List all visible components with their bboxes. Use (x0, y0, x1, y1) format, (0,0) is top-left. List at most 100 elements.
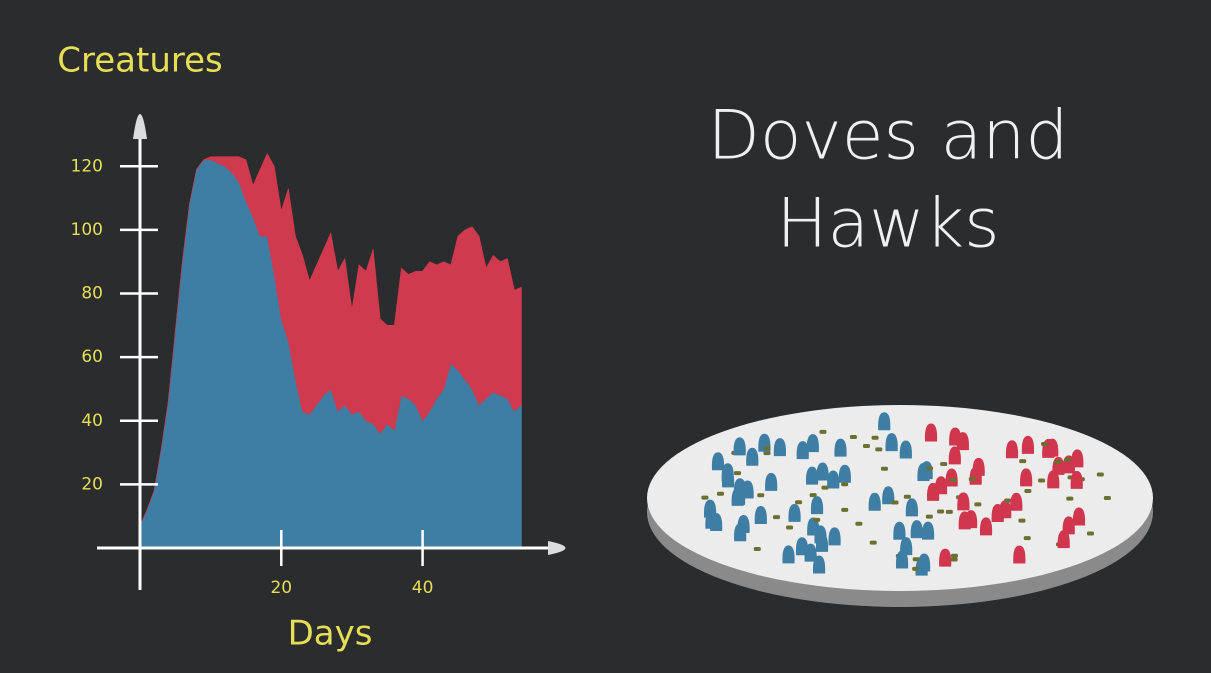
creature (1005, 440, 1019, 459)
creature (934, 476, 948, 495)
creature (918, 553, 931, 572)
creature (964, 510, 978, 529)
creature (885, 433, 898, 452)
creature (924, 423, 938, 442)
creature (1047, 470, 1060, 489)
creature (1062, 516, 1075, 535)
y-tick-label: 40 (81, 411, 103, 431)
food (1096, 472, 1104, 477)
creature (838, 464, 851, 483)
area (139, 152, 522, 526)
creature (834, 438, 847, 457)
food (855, 521, 863, 526)
creature (1013, 545, 1026, 564)
food (891, 500, 899, 505)
creature (991, 504, 1004, 523)
food (1023, 536, 1031, 541)
food (1018, 518, 1026, 523)
food (786, 525, 794, 530)
creature (796, 441, 809, 460)
creature (816, 462, 829, 481)
food (869, 540, 877, 545)
creature (979, 517, 993, 536)
creature (900, 537, 913, 556)
creature (1072, 507, 1086, 526)
y-tick-label: 60 (81, 347, 103, 367)
food (937, 509, 945, 514)
food (809, 493, 817, 498)
creature (905, 498, 919, 517)
creature (810, 496, 824, 515)
creature (957, 492, 970, 511)
food (819, 429, 827, 434)
food (821, 485, 829, 490)
creature (882, 486, 895, 505)
creature (878, 412, 891, 431)
x-axis-title: Days (288, 614, 373, 654)
creature (746, 447, 759, 466)
y-tick-label: 120 (71, 156, 103, 176)
y-axis-arrow (133, 114, 147, 139)
food (1004, 498, 1012, 503)
creature (972, 457, 985, 476)
creature (1070, 470, 1083, 489)
creature (827, 470, 840, 489)
x-tick-label: 40 (412, 578, 434, 598)
creature (812, 555, 826, 574)
food (716, 491, 724, 496)
creature (734, 523, 747, 542)
creature (721, 463, 734, 482)
creature (921, 521, 935, 540)
food (1024, 488, 1032, 493)
creature (948, 446, 961, 465)
creature (939, 548, 952, 567)
creature (795, 537, 809, 556)
food (940, 461, 948, 466)
food (841, 482, 849, 487)
food (795, 500, 803, 505)
food (841, 507, 849, 512)
y-tick-label: 80 (81, 284, 103, 304)
food (974, 502, 982, 507)
food (950, 557, 958, 562)
creature (956, 432, 970, 451)
food (880, 466, 888, 471)
creature (893, 521, 906, 540)
food (813, 517, 821, 522)
food (1086, 531, 1094, 536)
food (734, 471, 742, 476)
food (871, 435, 879, 440)
food (757, 493, 765, 498)
title-line: Hawks (776, 185, 999, 264)
food (862, 443, 870, 448)
creature (703, 499, 717, 518)
food (912, 566, 920, 571)
creature (1021, 435, 1035, 454)
food (1054, 459, 1062, 464)
food (925, 514, 933, 519)
creature (782, 545, 795, 564)
food (950, 553, 958, 558)
creature (773, 438, 787, 457)
y-axis-title: Creatures (57, 41, 222, 81)
creature (788, 503, 801, 522)
food (903, 494, 911, 499)
y-tick-label: 100 (71, 220, 103, 240)
creature (806, 434, 819, 453)
creature (711, 452, 725, 471)
x-axis-arrow (548, 541, 566, 555)
food (1066, 496, 1074, 501)
food (1064, 457, 1072, 462)
x-tick-label: 20 (270, 578, 292, 598)
food (875, 447, 883, 452)
food (1103, 496, 1111, 501)
food (1041, 441, 1049, 446)
food (926, 466, 934, 471)
creature (1010, 492, 1023, 511)
food (1019, 459, 1027, 464)
y-tick-label: 20 (81, 474, 103, 494)
creature (868, 492, 881, 511)
creature (1020, 468, 1033, 487)
